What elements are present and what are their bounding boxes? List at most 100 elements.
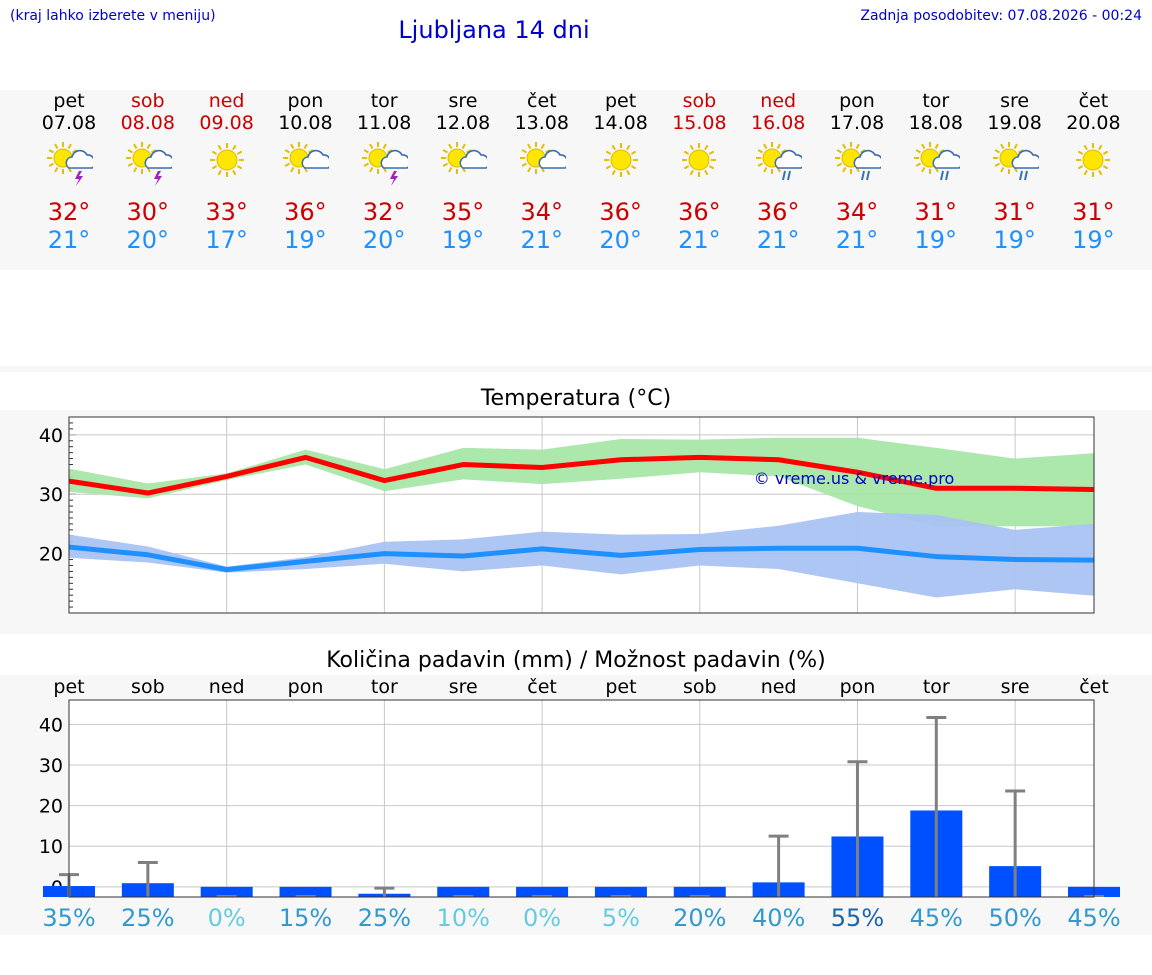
x-tick-label: ned xyxy=(208,676,245,698)
precipitation-bar xyxy=(200,886,253,897)
max-temperature: 31° xyxy=(1072,198,1115,226)
min-temperature: 19° xyxy=(284,226,327,254)
precipitation-probability: 0% xyxy=(207,904,246,932)
watermark: © vreme.us & vreme.pro xyxy=(754,469,955,488)
day-name: čet xyxy=(1078,90,1109,112)
sun-icon xyxy=(603,143,638,177)
max-temperature: 36° xyxy=(678,198,721,226)
day-name: ned xyxy=(208,90,245,112)
day-date: 14.08 xyxy=(593,112,648,134)
sun-cloud-icon xyxy=(519,142,566,174)
precipitation-probability: 45% xyxy=(1067,904,1121,932)
precipitation-probability: 25% xyxy=(357,904,412,932)
forecast-day: čet 20.08 31° 19° xyxy=(1053,90,1133,254)
precipitation-bar xyxy=(437,886,490,897)
forecast-day: tor 18.08 31° 19° xyxy=(896,90,976,254)
precipitation-probability: 10% xyxy=(436,904,490,932)
max-temperature-line xyxy=(68,454,1095,496)
page-title: Ljubljana 14 dni xyxy=(398,16,590,44)
sun-cloud-icon xyxy=(441,142,487,174)
min-temperature: 20° xyxy=(599,226,642,254)
day-name: sre xyxy=(1000,90,1030,112)
day-date: 16.08 xyxy=(750,112,806,134)
x-tick-label: pet xyxy=(605,676,637,698)
precipitation-probability: 55% xyxy=(830,904,885,932)
max-temperature: 30° xyxy=(126,198,170,226)
max-temperature: 36° xyxy=(284,198,327,226)
day-date: 18.08 xyxy=(908,112,963,134)
x-tick-label: sob xyxy=(131,676,165,698)
day-name: pet xyxy=(53,90,85,112)
plot-frame xyxy=(68,699,1095,898)
x-tick-label: pet xyxy=(53,676,85,698)
sun-cloud-rain-icon xyxy=(835,142,881,181)
forecast-panel xyxy=(0,90,1152,270)
x-tick-label: čet xyxy=(1079,676,1109,698)
min-temperature: 17° xyxy=(205,226,248,254)
precipitation-chart-title: Količina padavin (mm) / Možnost padavin … xyxy=(326,648,826,673)
y-tick-label: 20 xyxy=(39,544,63,566)
forecast-day: pon 17.08 34° 21° xyxy=(817,90,897,254)
min-temperature: 19° xyxy=(914,226,958,254)
x-tick-label: sre xyxy=(1000,676,1030,698)
day-name: sob xyxy=(682,90,717,112)
precipitation-probability: 35% xyxy=(42,904,96,932)
x-tick-label: sob xyxy=(682,676,717,698)
x-tick-label: ned xyxy=(760,676,797,698)
precipitation-bar xyxy=(594,886,647,897)
min-temperature-line xyxy=(68,544,1095,573)
precipitation-probability: 40% xyxy=(751,904,806,932)
y-tick-label: 40 xyxy=(39,425,63,447)
sun-cloud-thunder-icon xyxy=(125,142,172,186)
min-temperature: 20° xyxy=(126,226,170,254)
sun-icon xyxy=(1076,143,1111,177)
max-temperature: 33° xyxy=(205,198,248,226)
day-name: pet xyxy=(604,90,637,112)
precipitation-bar xyxy=(279,886,332,897)
day-date: 15.08 xyxy=(672,112,727,134)
day-date: 20.08 xyxy=(1066,112,1121,134)
min-band xyxy=(69,512,1094,598)
sun-cloud-thunder-icon xyxy=(47,142,93,186)
precipitation-probability: 0% xyxy=(523,904,562,932)
precipitation-probability: 15% xyxy=(278,904,333,932)
location-hint[interactable]: (kraj lahko izberete v meniju) xyxy=(10,8,216,24)
plot-frame xyxy=(68,416,1095,614)
separator-band xyxy=(0,366,1152,372)
sun-cloud-icon xyxy=(283,142,330,174)
max-temperature: 32° xyxy=(362,198,406,226)
min-temperature: 19° xyxy=(993,226,1036,254)
min-temperature: 21° xyxy=(47,226,91,254)
max-temperature: 34° xyxy=(520,198,564,226)
sun-cloud-rain-icon xyxy=(756,142,803,181)
precipitation-chart: 010203040 xyxy=(39,699,1120,899)
max-temperature: 34° xyxy=(835,198,879,226)
x-tick-label: tor xyxy=(922,676,950,698)
y-tick-label: 10 xyxy=(39,836,63,858)
max-temperature: 32° xyxy=(47,198,91,226)
day-name: pon xyxy=(287,90,324,112)
day-date: 09.08 xyxy=(199,112,254,134)
day-name: tor xyxy=(922,90,950,112)
day-date: 12.08 xyxy=(435,112,491,134)
day-name: pon xyxy=(839,90,875,112)
y-tick-label: 30 xyxy=(39,755,63,777)
day-date: 08.08 xyxy=(120,112,175,134)
x-tick-label: sre xyxy=(448,676,478,698)
day-name: sre xyxy=(448,90,478,112)
forecast-day: ned 16.08 36° 21° xyxy=(738,90,818,254)
max-temperature: 31° xyxy=(993,198,1036,226)
min-temperature: 21° xyxy=(678,226,721,254)
day-date: 17.08 xyxy=(829,112,885,134)
min-temperature: 21° xyxy=(835,226,879,254)
forecast-day: ned 09.08 33° 17° xyxy=(187,90,267,254)
min-temperature: 21° xyxy=(520,226,564,254)
precipitation-probability: 50% xyxy=(988,904,1042,932)
forecast-day: čet 13.08 34° 21° xyxy=(502,90,582,254)
forecast-day: sob 15.08 36° 21° xyxy=(659,90,739,254)
min-temperature: 20° xyxy=(362,226,406,254)
sun-icon xyxy=(682,143,717,177)
day-name: čet xyxy=(527,90,557,112)
min-temperature: 19° xyxy=(1072,226,1115,254)
min-temperature: 19° xyxy=(441,226,485,254)
